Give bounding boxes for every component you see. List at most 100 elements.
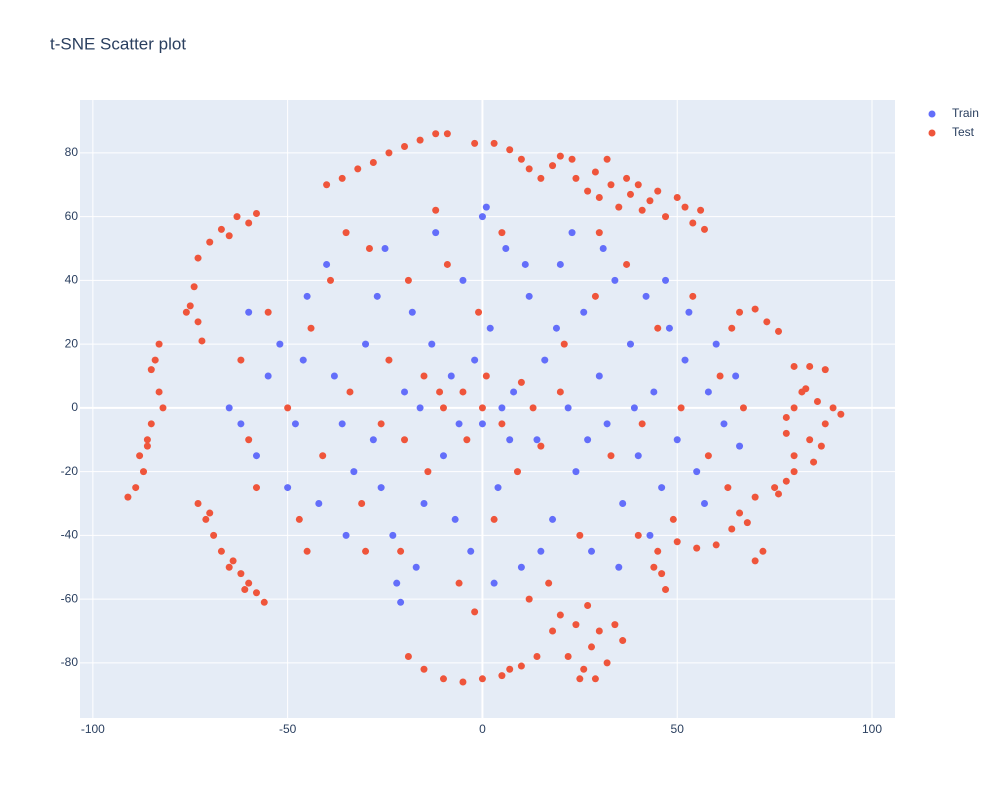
point bbox=[556, 152, 564, 160]
point bbox=[432, 206, 440, 214]
point bbox=[241, 586, 249, 594]
point bbox=[572, 621, 580, 629]
point bbox=[673, 194, 681, 202]
point bbox=[140, 468, 148, 476]
legend-marker[interactable] bbox=[928, 110, 936, 118]
point bbox=[810, 458, 818, 466]
point bbox=[194, 500, 202, 508]
point bbox=[416, 136, 424, 144]
point bbox=[568, 229, 576, 237]
point bbox=[576, 531, 584, 539]
point bbox=[782, 429, 790, 437]
point bbox=[584, 187, 592, 195]
point bbox=[132, 484, 140, 492]
y-tick-label: -60 bbox=[61, 591, 79, 605]
point bbox=[782, 413, 790, 421]
point bbox=[775, 490, 783, 498]
point bbox=[350, 468, 358, 476]
point bbox=[650, 563, 658, 571]
point bbox=[650, 388, 658, 396]
point bbox=[751, 305, 759, 313]
point bbox=[517, 155, 525, 163]
point bbox=[463, 436, 471, 444]
point bbox=[595, 627, 603, 635]
point bbox=[654, 547, 662, 555]
point bbox=[229, 557, 237, 565]
point bbox=[595, 372, 603, 380]
point bbox=[482, 372, 490, 380]
plot-area bbox=[80, 100, 895, 718]
point bbox=[817, 442, 825, 450]
point bbox=[677, 404, 685, 412]
point bbox=[478, 213, 486, 221]
point bbox=[790, 404, 798, 412]
point bbox=[654, 187, 662, 195]
point bbox=[591, 675, 599, 683]
point bbox=[420, 372, 428, 380]
point bbox=[206, 238, 214, 246]
point bbox=[568, 155, 576, 163]
point bbox=[225, 563, 233, 571]
point bbox=[533, 436, 541, 444]
y-tick-label: -80 bbox=[61, 655, 79, 669]
point bbox=[821, 366, 829, 374]
point bbox=[689, 219, 697, 227]
point bbox=[490, 579, 498, 587]
point bbox=[237, 570, 245, 578]
point bbox=[338, 174, 346, 182]
point bbox=[681, 203, 689, 211]
point bbox=[237, 356, 245, 364]
point bbox=[611, 621, 619, 629]
point bbox=[490, 139, 498, 147]
point bbox=[642, 292, 650, 300]
point bbox=[673, 538, 681, 546]
point bbox=[552, 324, 560, 332]
point bbox=[323, 260, 331, 268]
point bbox=[576, 675, 584, 683]
point bbox=[284, 484, 292, 492]
point bbox=[615, 563, 623, 571]
point bbox=[159, 404, 167, 412]
point bbox=[303, 547, 311, 555]
point bbox=[630, 404, 638, 412]
point bbox=[467, 547, 475, 555]
point bbox=[471, 139, 479, 147]
point bbox=[572, 174, 580, 182]
point bbox=[693, 468, 701, 476]
legend-label[interactable]: Train bbox=[952, 106, 979, 120]
point bbox=[245, 579, 253, 587]
legend-marker[interactable] bbox=[928, 129, 936, 137]
point bbox=[143, 442, 151, 450]
point bbox=[545, 579, 553, 587]
point bbox=[739, 404, 747, 412]
point bbox=[373, 292, 381, 300]
point bbox=[198, 337, 206, 345]
point bbox=[588, 547, 596, 555]
point bbox=[634, 531, 642, 539]
point bbox=[237, 420, 245, 428]
point bbox=[182, 308, 190, 316]
point bbox=[732, 372, 740, 380]
point bbox=[420, 665, 428, 673]
point bbox=[556, 611, 564, 619]
point bbox=[362, 547, 370, 555]
point bbox=[443, 130, 451, 138]
point bbox=[813, 398, 821, 406]
point bbox=[455, 579, 463, 587]
point bbox=[498, 404, 506, 412]
chart-title: t-SNE Scatter plot bbox=[50, 34, 186, 53]
point bbox=[533, 652, 541, 660]
legend-label[interactable]: Test bbox=[952, 125, 975, 139]
point bbox=[700, 225, 708, 233]
point bbox=[412, 563, 420, 571]
point bbox=[556, 388, 564, 396]
point bbox=[603, 155, 611, 163]
point bbox=[416, 404, 424, 412]
point bbox=[354, 165, 362, 173]
point bbox=[556, 260, 564, 268]
point bbox=[763, 318, 771, 326]
point bbox=[736, 442, 744, 450]
point bbox=[724, 484, 732, 492]
point bbox=[459, 388, 467, 396]
